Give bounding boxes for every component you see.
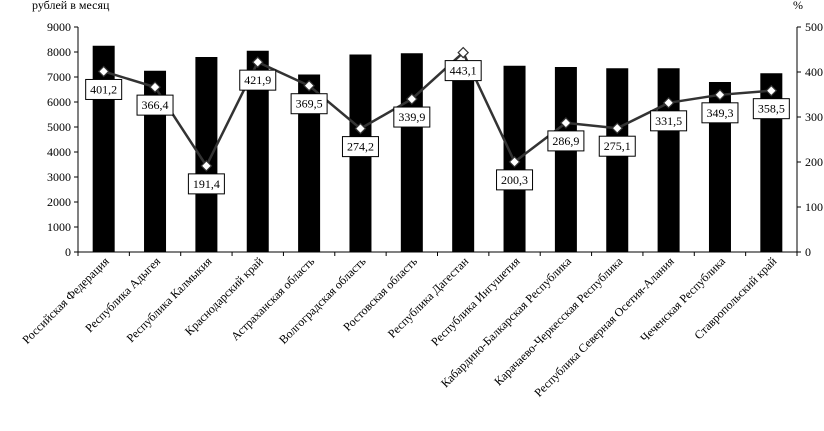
data-label-box bbox=[341, 136, 379, 158]
bar bbox=[708, 82, 731, 252]
data-label: 275,1 bbox=[604, 139, 631, 153]
data-label-box bbox=[496, 169, 534, 191]
data-label: 331,5 bbox=[655, 114, 682, 128]
data-label: 366,4 bbox=[142, 98, 169, 112]
line-marker bbox=[149, 81, 161, 93]
bar bbox=[657, 68, 680, 252]
data-label: 369,5 bbox=[296, 97, 323, 111]
data-label: 421,9 bbox=[244, 73, 271, 87]
line-marker bbox=[200, 160, 213, 172]
right-tick-label: 400 bbox=[805, 65, 823, 79]
category-label: Республика Ингушетия bbox=[428, 254, 523, 349]
bar bbox=[144, 70, 167, 252]
line-marker bbox=[508, 156, 521, 168]
left-tick-label: 9000 bbox=[47, 20, 71, 34]
bar bbox=[298, 74, 321, 252]
left-tick-label: 5000 bbox=[47, 120, 71, 134]
right-tick-label: 0 bbox=[805, 245, 811, 259]
line-marker bbox=[611, 122, 624, 135]
category-label: Российская Федерация bbox=[19, 254, 112, 347]
bar bbox=[452, 74, 475, 252]
data-label-box bbox=[598, 135, 636, 157]
category-label: Чеченская Республика bbox=[637, 254, 728, 345]
data-label-box bbox=[444, 60, 482, 82]
line-marker bbox=[97, 65, 110, 78]
series-line bbox=[103, 51, 772, 168]
data-label: 401,2 bbox=[90, 82, 117, 96]
left-tick-label: 4000 bbox=[47, 145, 71, 159]
data-label-box bbox=[85, 78, 123, 100]
bar bbox=[606, 68, 629, 252]
right-tick-label: 300 bbox=[805, 110, 823, 124]
data-label-box bbox=[752, 98, 790, 120]
bar bbox=[400, 53, 423, 252]
category-label: Республика Калмыкия bbox=[124, 254, 215, 345]
left-tick-label: 0 bbox=[65, 245, 71, 259]
left-tick-label: 1000 bbox=[47, 220, 71, 234]
data-label: 443,1 bbox=[450, 64, 477, 78]
right-tick-label: 200 bbox=[805, 155, 823, 169]
left-tick-label: 3000 bbox=[47, 170, 71, 184]
data-label: 191,4 bbox=[193, 177, 220, 191]
left-tick-label: 2000 bbox=[47, 195, 71, 209]
line-marker bbox=[405, 93, 418, 105]
category-label: Волгоградская область bbox=[276, 254, 369, 347]
line-marker bbox=[457, 46, 470, 59]
data-label-box bbox=[136, 94, 174, 116]
bar bbox=[554, 67, 577, 252]
data-label-box bbox=[239, 69, 277, 91]
data-label-box bbox=[187, 173, 225, 195]
data-label: 339,9 bbox=[398, 110, 425, 124]
line-marker bbox=[251, 56, 264, 68]
line-marker bbox=[560, 117, 572, 129]
line-marker bbox=[714, 88, 726, 101]
data-label: 200,3 bbox=[501, 173, 528, 187]
data-label: 274,2 bbox=[347, 140, 374, 154]
left-tick-label: 7000 bbox=[47, 70, 71, 84]
line-marker bbox=[303, 79, 315, 92]
data-label: 358,5 bbox=[758, 102, 785, 116]
data-label: 286,9 bbox=[552, 134, 579, 148]
right-tick-label: 500 bbox=[805, 20, 823, 34]
data-label-box bbox=[547, 130, 585, 152]
bar bbox=[246, 50, 269, 252]
line-marker bbox=[765, 84, 778, 97]
data-label-box bbox=[650, 110, 688, 132]
data-label-box bbox=[290, 93, 328, 115]
right-tick-label: 100 bbox=[805, 200, 823, 214]
left-tick-label: 8000 bbox=[47, 45, 71, 59]
data-label-box bbox=[701, 102, 739, 124]
line-marker bbox=[662, 96, 675, 109]
left-tick-label: 6000 bbox=[47, 95, 71, 109]
right-axis-label: % bbox=[793, 0, 803, 12]
left-axis-label: рублей в месяц bbox=[32, 0, 110, 12]
plot-area: 0 1000 2000 3000 4000 5000 6000 7000 8000 9000 0 10… bbox=[19, 20, 823, 400]
line-marker bbox=[354, 122, 367, 135]
bar bbox=[195, 57, 218, 252]
data-label-box bbox=[393, 106, 431, 128]
data-label: 349,3 bbox=[706, 106, 733, 120]
